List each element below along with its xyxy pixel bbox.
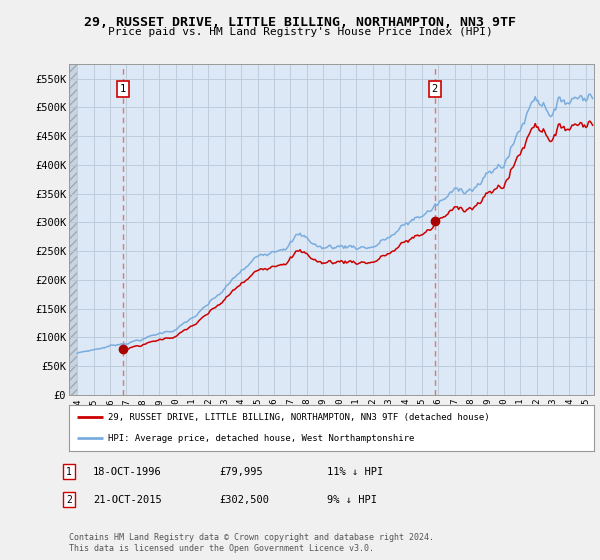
Text: 21-OCT-2015: 21-OCT-2015 <box>93 494 162 505</box>
Text: 1: 1 <box>120 84 126 94</box>
Text: 18-OCT-1996: 18-OCT-1996 <box>93 466 162 477</box>
Text: HPI: Average price, detached house, West Northamptonshire: HPI: Average price, detached house, West… <box>109 434 415 443</box>
Bar <box>69 64 77 395</box>
Text: 29, RUSSET DRIVE, LITTLE BILLING, NORTHAMPTON, NN3 9TF (detached house): 29, RUSSET DRIVE, LITTLE BILLING, NORTHA… <box>109 413 490 422</box>
Text: 2: 2 <box>432 84 438 94</box>
Text: £302,500: £302,500 <box>219 494 269 505</box>
Text: 2: 2 <box>66 494 72 505</box>
Text: 9% ↓ HPI: 9% ↓ HPI <box>327 494 377 505</box>
Text: 29, RUSSET DRIVE, LITTLE BILLING, NORTHAMPTON, NN3 9TF: 29, RUSSET DRIVE, LITTLE BILLING, NORTHA… <box>84 16 516 29</box>
Text: Contains HM Land Registry data © Crown copyright and database right 2024.
This d: Contains HM Land Registry data © Crown c… <box>69 533 434 553</box>
Text: £79,995: £79,995 <box>219 466 263 477</box>
Text: Price paid vs. HM Land Registry's House Price Index (HPI): Price paid vs. HM Land Registry's House … <box>107 27 493 37</box>
Text: 11% ↓ HPI: 11% ↓ HPI <box>327 466 383 477</box>
Text: 1: 1 <box>66 466 72 477</box>
